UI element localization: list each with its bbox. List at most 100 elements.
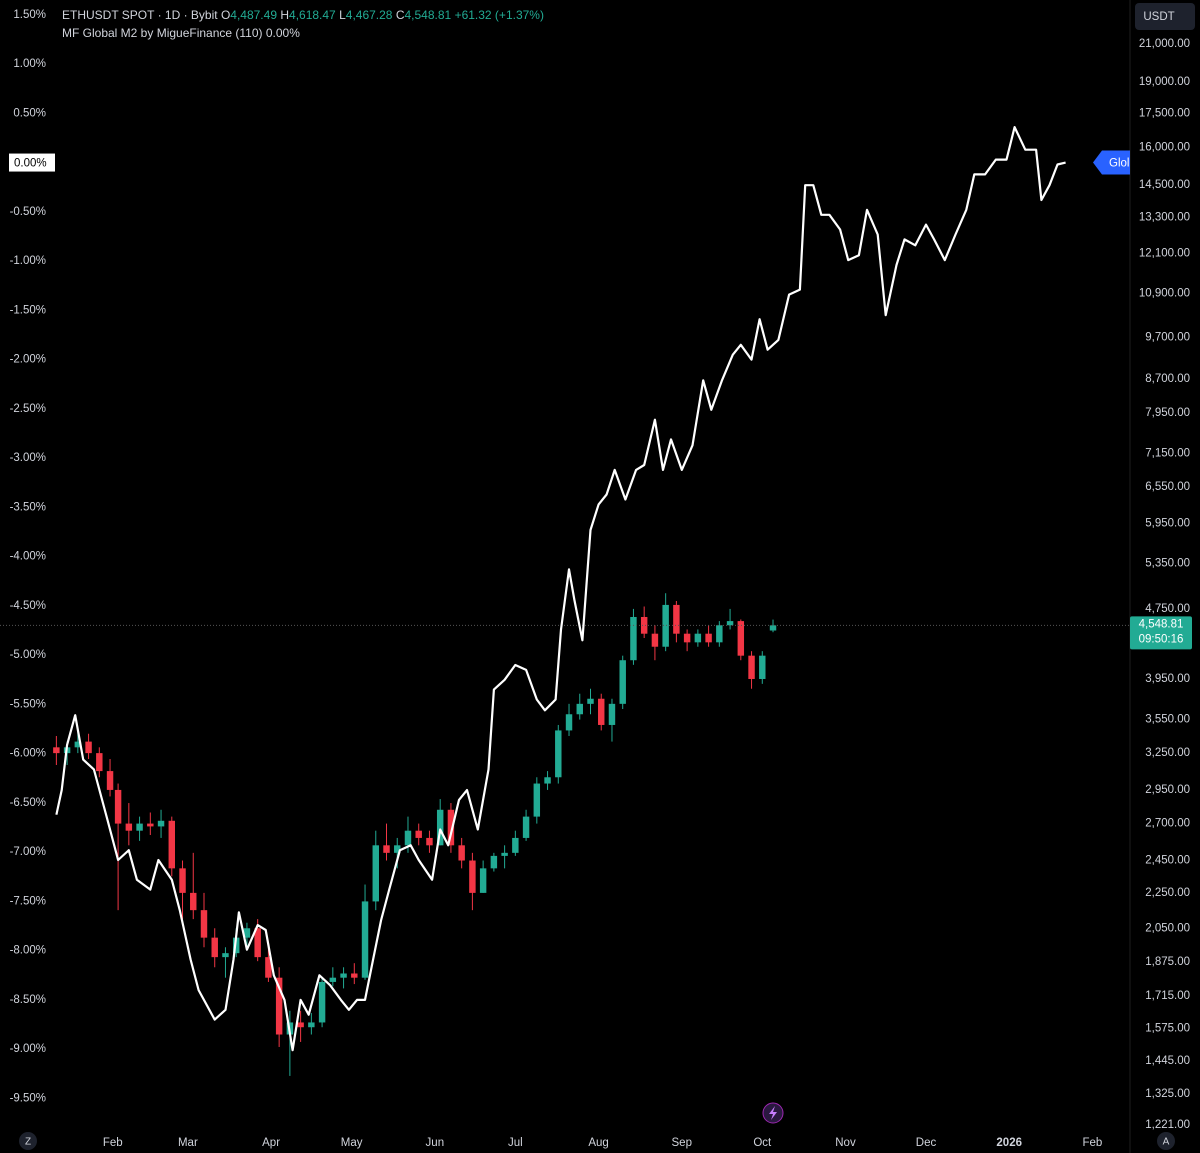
candle-body [490, 855, 498, 869]
y2-tick-label: 4,750.00 [1145, 603, 1190, 615]
candle-body [200, 910, 208, 938]
y2-tick-label: 10,900.00 [1139, 287, 1190, 299]
candle-body [716, 625, 723, 643]
symbol-legend: ETHUSDT SPOT · 1D · Bybit O4,487.49 H4,6… [62, 8, 544, 22]
x-tick-label: May [341, 1137, 363, 1149]
candle-body [168, 820, 176, 869]
candle-body [683, 633, 691, 643]
y2-tick-label: 1,575.00 [1145, 1022, 1190, 1034]
y-tick-label: -8.00% [10, 945, 46, 957]
candle-body [383, 845, 390, 853]
y2-tick-label: 19,000.00 [1139, 76, 1190, 88]
y2-tick-label: 5,950.00 [1145, 517, 1190, 529]
y2-tick-label: 1,715.00 [1145, 990, 1190, 1002]
m2-last-box [9, 153, 55, 172]
y2-tick-label: 16,000.00 [1139, 141, 1190, 153]
candle-body [630, 616, 637, 661]
candle-body [222, 953, 229, 958]
y-tick-label: -5.50% [10, 698, 46, 710]
x-tick-label: Mar [178, 1137, 198, 1149]
ohlc-value: 4,548.81 [404, 8, 452, 22]
last-price-box [1130, 616, 1192, 650]
candle-body [340, 973, 347, 978]
candle-body [748, 655, 755, 679]
lightning-icon [769, 1106, 777, 1120]
candle-body [85, 741, 92, 754]
auto-label[interactable]: A [1163, 1137, 1170, 1148]
candle-body [694, 633, 702, 643]
candle-body [426, 837, 433, 846]
candle-body [436, 809, 444, 846]
y-tick-label: -1.00% [10, 255, 46, 267]
y-tick-label: -6.00% [10, 748, 46, 760]
auto-button[interactable] [1157, 1132, 1175, 1150]
ohlc-key: H [280, 8, 290, 22]
indicator-value: 0.00% [265, 26, 300, 40]
candle-body [190, 892, 197, 911]
y2-tick-label: 2,250.00 [1145, 887, 1190, 899]
ohlc-key: L [339, 8, 346, 22]
y-tick-label: -3.00% [10, 452, 46, 464]
y-tick-label: 1.00% [13, 58, 46, 70]
indicator-name[interactable]: MF Global M2 by MigueFinance (110) [62, 26, 263, 40]
ohlc-value: 4,487.49 [230, 8, 277, 22]
candle-body [53, 747, 60, 754]
y2-tick-label: 17,500.00 [1139, 107, 1190, 119]
ohlc-value: 4,467.28 [345, 8, 393, 22]
x-tick-label: Sep [672, 1137, 692, 1149]
y2-tick-label: 2,950.00 [1145, 784, 1190, 796]
candle-body [96, 753, 103, 772]
y2-tick-label: 8,700.00 [1145, 373, 1190, 385]
candle-body [106, 771, 114, 790]
candle-body [147, 823, 154, 827]
y-tick-label: -9.00% [10, 1043, 46, 1055]
m2-last-label: 0.00% [14, 158, 47, 170]
y-tick-label: -0.50% [10, 206, 46, 218]
x-tick-label: Feb [103, 1137, 123, 1149]
candle-body [318, 981, 326, 1023]
y2-tick-label: 3,550.00 [1145, 714, 1190, 726]
y-tick-label: -4.50% [10, 600, 46, 612]
x-tick-label: Aug [588, 1137, 608, 1149]
candle-body [479, 868, 487, 893]
candle-body [533, 783, 541, 817]
candle-body [576, 703, 583, 715]
zoom-label[interactable]: Z [25, 1137, 31, 1148]
candle-body [587, 698, 594, 704]
indicator-legend: MF Global M2 by MigueFinance (110) 0.00% [62, 26, 300, 40]
candle-body [275, 977, 283, 1035]
y2-tick-label: 13,300.00 [1139, 212, 1190, 224]
symbol[interactable]: ETHUSDT SPOT · 1D · Bybit [62, 8, 218, 22]
y-tick-label: 0.50% [13, 107, 46, 119]
candle-body [769, 625, 777, 631]
candle-body [361, 901, 369, 978]
currency-label[interactable]: USDT [1143, 11, 1174, 23]
candle-body [619, 660, 626, 704]
x-tick-label: Nov [835, 1137, 856, 1149]
countdown: 09:50:16 [1139, 633, 1184, 645]
candle-body [125, 823, 133, 831]
candle-body [512, 837, 519, 853]
candle-body [265, 957, 272, 978]
candle-body [415, 830, 422, 838]
candle-body [673, 604, 680, 634]
candle-body [211, 937, 218, 958]
candle-body [598, 698, 605, 725]
candle-body [608, 703, 616, 725]
y-tick-label: -2.50% [10, 403, 46, 415]
y2-tick-label: 3,950.00 [1145, 673, 1190, 685]
candle-body [372, 845, 379, 902]
y2-tick-label: 21,000.00 [1139, 38, 1190, 50]
candle-body [544, 777, 551, 784]
y-tick-label: 1.50% [13, 9, 46, 21]
y2-tick-label: 1,325.00 [1145, 1088, 1190, 1100]
last-price-label: 4,548.81 [1139, 618, 1184, 630]
candle-body [179, 868, 186, 893]
candle-body [737, 621, 745, 656]
zoom-button[interactable] [19, 1132, 37, 1150]
candle-body [404, 830, 412, 846]
x-tick-label: 2026 [996, 1137, 1022, 1149]
currency-button[interactable] [1135, 3, 1195, 30]
candle-body [565, 714, 573, 731]
